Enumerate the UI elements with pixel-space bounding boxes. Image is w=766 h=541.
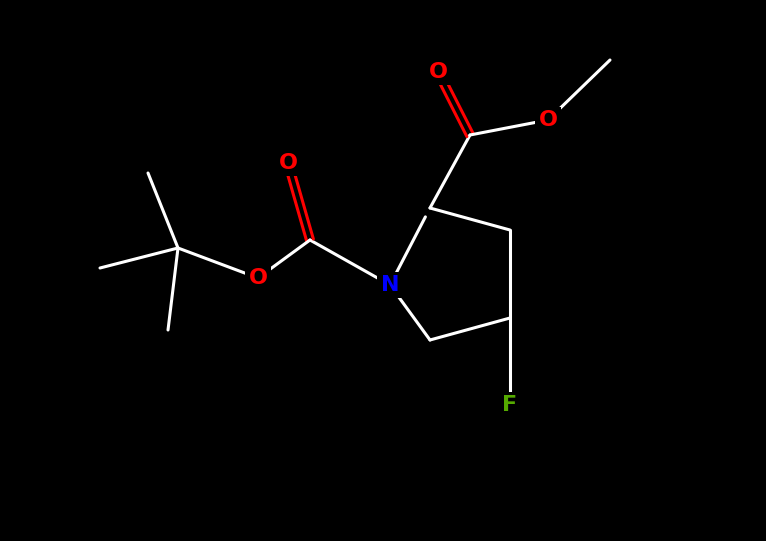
Text: O: O [428, 62, 447, 82]
Text: O: O [538, 110, 558, 130]
Text: F: F [502, 395, 518, 415]
Text: O: O [248, 268, 267, 288]
Text: O: O [279, 153, 297, 173]
Text: N: N [381, 275, 399, 295]
